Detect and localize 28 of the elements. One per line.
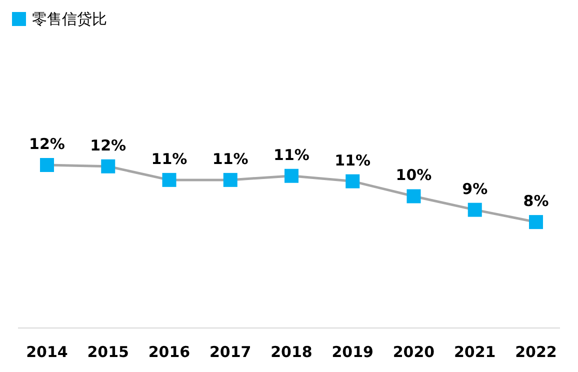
x-tick-label: 2017 (210, 343, 252, 361)
x-tick-label: 2019 (332, 343, 374, 361)
data-label: 12% (29, 135, 65, 153)
x-tick-label: 2022 (515, 343, 557, 361)
data-label: 11% (151, 150, 188, 168)
data-label: 12% (90, 136, 126, 154)
data-label: 11% (212, 150, 248, 168)
x-tick-label: 2014 (26, 343, 68, 361)
point (346, 174, 360, 188)
data-label: 8% (523, 192, 549, 210)
point (406, 189, 421, 204)
point (529, 215, 543, 230)
x-tick-label: 2021 (454, 343, 496, 361)
point (223, 172, 238, 187)
x-tick-label: 2018 (270, 343, 312, 361)
legend-label: 零售信贷比 (32, 10, 107, 28)
data-label: 11% (274, 146, 310, 164)
point (101, 159, 116, 174)
x-tick-label: 2016 (148, 343, 190, 361)
point (40, 158, 54, 172)
data-label: 9% (462, 180, 488, 198)
point (284, 168, 298, 183)
point (162, 172, 176, 187)
x-tick-label: 2020 (392, 343, 435, 361)
point (468, 202, 482, 217)
data-label: 10% (396, 166, 432, 184)
data-label: 11% (334, 151, 371, 170)
x-tick-label: 2015 (87, 343, 129, 361)
